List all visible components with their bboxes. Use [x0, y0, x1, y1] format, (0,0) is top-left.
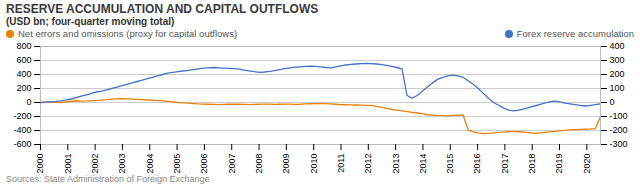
svg-text:2016: 2016	[472, 154, 482, 174]
svg-text:2012: 2012	[363, 154, 373, 174]
svg-text:2000: 2000	[35, 154, 45, 174]
svg-text:2015: 2015	[445, 154, 455, 174]
svg-text:2019: 2019	[554, 154, 564, 174]
svg-text:800: 800	[16, 41, 31, 51]
svg-text:2007: 2007	[227, 154, 237, 174]
svg-text:300: 300	[610, 55, 625, 65]
svg-text:2002: 2002	[90, 154, 100, 174]
svg-text:-200: -200	[610, 125, 628, 135]
svg-text:-600: -600	[13, 139, 31, 149]
svg-text:2017: 2017	[500, 154, 510, 174]
svg-text:2020: 2020	[582, 154, 592, 174]
svg-text:-200: -200	[13, 111, 31, 121]
svg-text:600: 600	[16, 55, 31, 65]
svg-text:200: 200	[610, 69, 625, 79]
svg-text:2004: 2004	[145, 154, 155, 174]
svg-text:-100: -100	[610, 111, 628, 121]
svg-text:2010: 2010	[309, 154, 319, 174]
svg-text:2009: 2009	[281, 154, 291, 174]
svg-text:100: 100	[610, 83, 625, 93]
html-text:Sources: State Administration: Sources: State Administration of Foreign…	[6, 174, 210, 184]
svg-text:2013: 2013	[391, 154, 401, 174]
html-text:RESERVE ACCUMULATION AND CAPIT: RESERVE ACCUMULATION AND CAPITAL OUTFLOW…	[6, 2, 319, 16]
svg-text:2018: 2018	[527, 154, 537, 174]
svg-text:400: 400	[16, 69, 31, 79]
svg-text:2014: 2014	[418, 154, 428, 174]
html-text:Net errors and omissions (prox: Net errors and omissions (proxy for capi…	[18, 28, 238, 39]
svg-text:0: 0	[610, 97, 615, 107]
svg-text:200: 200	[16, 83, 31, 93]
svg-text:2005: 2005	[172, 154, 182, 174]
svg-text:2001: 2001	[63, 154, 73, 174]
html-text:(USD bn; four-quarter moving t: (USD bn; four-quarter moving total)	[6, 16, 175, 27]
svg-text:-400: -400	[13, 125, 31, 135]
svg-text:2011: 2011	[336, 154, 346, 173]
svg-text:0: 0	[26, 97, 31, 107]
svg-text:-300: -300	[610, 139, 628, 149]
svg-text:2008: 2008	[254, 154, 264, 174]
html-text:Forex reserve accumulation: Forex reserve accumulation	[516, 28, 634, 39]
svg-text:2003: 2003	[117, 154, 127, 174]
svg-text:400: 400	[610, 41, 625, 51]
svg-text:2006: 2006	[199, 154, 209, 174]
